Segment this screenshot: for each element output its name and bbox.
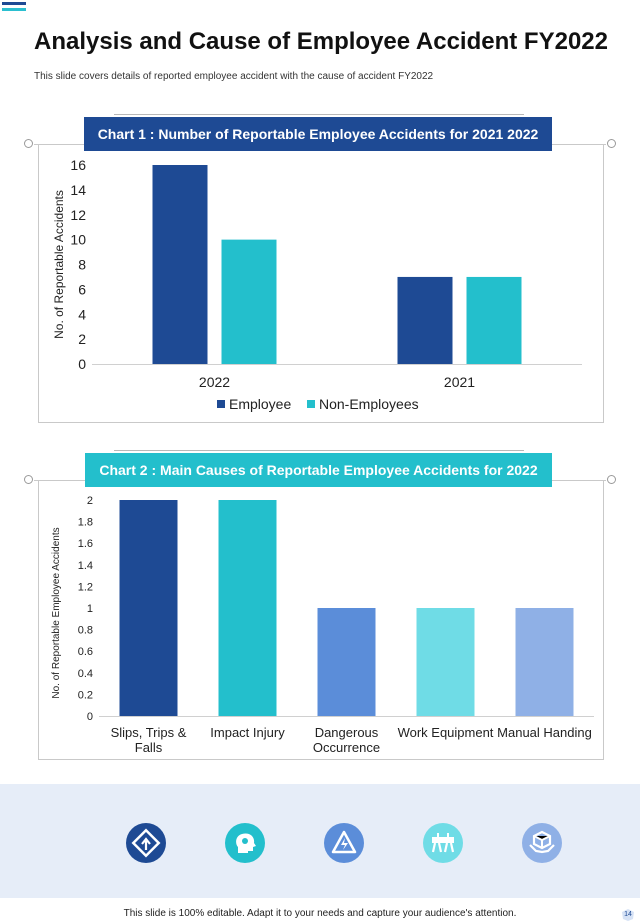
- chart1-y-axis-label: No. of Reportable Accidents: [52, 190, 66, 339]
- chart2-y-tick-label: 0.8: [78, 625, 93, 637]
- chart1-x-tick-label: 2021: [444, 374, 475, 390]
- page-number: 14: [624, 911, 632, 918]
- chart2-y-tick-label: 1.2: [78, 581, 93, 593]
- chart2-y-tick-label: 1.6: [78, 538, 93, 550]
- chart1-bar: [221, 239, 277, 364]
- chart2-frame: 0 0.2 0.4 0.6 0.8 1 1.2 1.4 1.6 1.8 2 Slips, Trips …: [38, 480, 604, 760]
- chart2-y-tick-label: 0: [87, 711, 93, 723]
- road-sign-icon: [126, 823, 166, 863]
- corner-accent-line-teal: [2, 8, 26, 11]
- chart2-bar: [119, 500, 178, 716]
- chart2-bar: [317, 608, 376, 716]
- chart2-right-dot: [607, 475, 616, 484]
- chart1-y-tick-label: 14: [70, 182, 86, 198]
- chart2-y-tick-label: 2: [87, 495, 93, 507]
- chart1-bar: [397, 276, 453, 364]
- chart1-x-tick-label: 2022: [199, 374, 230, 390]
- slide-footer: This slide is 100% editable. Adapt it to…: [123, 908, 517, 919]
- chart1-top-rule: [114, 114, 524, 115]
- corner-accent-line-navy: [2, 2, 26, 5]
- chart2-plot: 0 0.2 0.4 0.6 0.8 1 1.2 1.4 1.6 1.8 2 Slips, Trips …: [51, 495, 594, 755]
- chart2-x-tick-label: Manual Handing: [497, 725, 592, 740]
- slide-title: Analysis and Cause of Employee Accident …: [34, 28, 608, 55]
- chart2-bar: [218, 500, 277, 716]
- chart2-x-tick-label: Slips, Trips &: [111, 725, 187, 740]
- chart2-left-dot: [24, 475, 33, 484]
- chart1-y-tick-label: 16: [70, 157, 86, 173]
- head-gear-icon: [225, 823, 265, 863]
- chart2-top-rule: [114, 450, 524, 451]
- chart2-bar: [416, 608, 475, 716]
- chart2-x-tick-label: Work Equipment: [398, 725, 494, 740]
- chart1-legend-swatch: [307, 400, 315, 408]
- chart1-y-tick-label: 4: [78, 306, 86, 322]
- chart1-bar: [466, 276, 522, 364]
- chart1-frame: 0 2 4 6 8 10 12 14 16 2022 2021 No. of Reportable A…: [38, 144, 604, 423]
- corner-accent: [2, 2, 26, 14]
- box-hands-icon: [522, 823, 562, 863]
- chart2-y-tick-label: 0.2: [78, 689, 93, 701]
- chart2-y-tick-label: 0.4: [78, 668, 93, 680]
- chart2-y-tick-label: 1.4: [78, 560, 93, 572]
- chart2-bar: [515, 608, 574, 716]
- barrier-icon: [423, 823, 463, 863]
- chart1-bar: [152, 165, 208, 364]
- chart2-header: Chart 2 : Main Causes of Reportable Empl…: [85, 453, 552, 487]
- chart2-y-tick-label: 0.6: [78, 646, 93, 658]
- chart2-x-tick-label: Falls: [135, 740, 163, 755]
- chart1-legend-swatch: [217, 400, 225, 408]
- chart1-left-dot: [24, 139, 33, 148]
- chart2-y-axis-label: No. of Reportable Employee Accidents: [51, 527, 62, 698]
- chart1-plot: 0 2 4 6 8 10 12 14 16 2022 2021 No. of Reportable A…: [52, 157, 582, 412]
- chart1-right-dot: [607, 139, 616, 148]
- chart1-y-tick-label: 12: [70, 207, 86, 223]
- chart1-y-tick-label: 10: [70, 232, 86, 248]
- chart1-y-tick-label: 6: [78, 281, 86, 297]
- chart1-header: Chart 1 : Number of Reportable Employee …: [84, 117, 552, 151]
- page-number-badge: 14: [621, 908, 635, 922]
- chart1-y-tick-label: 2: [78, 331, 86, 347]
- icon-band: [0, 784, 640, 898]
- chart2-y-tick-label: 1.8: [78, 517, 93, 529]
- chart1-legend-label: Non-Employees: [319, 396, 419, 412]
- chart2-x-tick-label: Impact Injury: [210, 725, 285, 740]
- chart2-x-tick-label: Dangerous: [315, 725, 379, 740]
- chart2-x-tick-label: Occurrence: [313, 740, 380, 755]
- chart2-y-tick-label: 1: [87, 603, 93, 615]
- chart1-y-tick-label: 8: [78, 257, 86, 273]
- warning-bolt-icon: [324, 823, 364, 863]
- slide-subtitle: This slide covers details of reported em…: [34, 71, 434, 82]
- chart1-legend-label: Employee: [229, 396, 291, 412]
- chart1-y-tick-label: 0: [78, 356, 86, 372]
